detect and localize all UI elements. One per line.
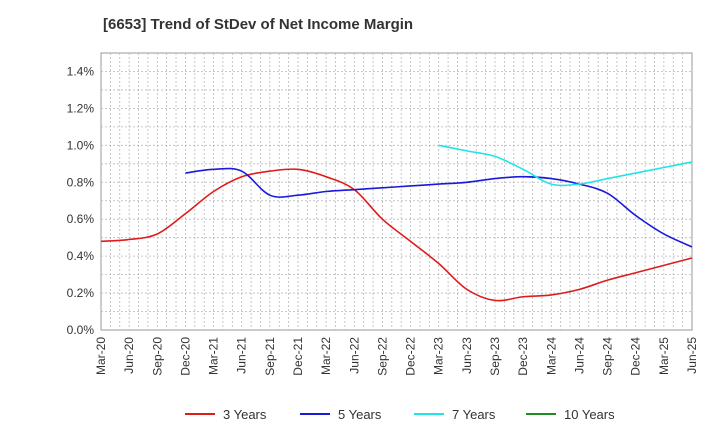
axis-layer: 0.0% 0.2% 0.4% 0.6% 0.8% 1.0% 1.2% 1.4% Mar-20 Ju…	[67, 64, 699, 375]
x-tick-label: Dec-21	[291, 337, 305, 376]
y-tick-label: 0.0%	[67, 323, 95, 337]
x-tick-label: Dec-24	[629, 337, 643, 376]
y-tick-label: 1.0%	[67, 138, 95, 152]
y-tick-label: 0.8%	[67, 175, 95, 189]
x-tick-label: Mar-21	[207, 337, 221, 375]
y-tick-label: 0.6%	[67, 212, 95, 226]
series-layer	[100, 144, 693, 302]
x-tick-label: Jun-25	[685, 337, 699, 374]
legend-label-3-years: 3 Years	[223, 407, 267, 422]
y-tick-label: 0.2%	[67, 286, 95, 300]
x-tick-label: Mar-22	[319, 337, 333, 375]
x-tick-label: Sep-24	[601, 337, 615, 376]
x-tick-label: Jun-22	[347, 337, 361, 374]
legend: 3 Years 5 Years 7 Years 10 Years	[185, 407, 615, 422]
x-tick-label: Dec-20	[178, 337, 192, 376]
series-line-5-years	[185, 167, 693, 248]
legend-label-10-years: 10 Years	[564, 407, 615, 422]
y-tick-label: 1.4%	[67, 64, 95, 78]
y-tick-label: 1.2%	[67, 101, 95, 115]
series-line-3-years	[100, 168, 693, 302]
x-tick-label: Jun-21	[235, 337, 249, 374]
x-tick-label: Jun-20	[122, 337, 136, 374]
series-line-7-years	[438, 144, 693, 187]
x-tick-label: Sep-22	[375, 337, 389, 376]
x-tick-label: Jun-23	[460, 337, 474, 374]
plot-frame	[100, 52, 693, 331]
chart-title: [6653] Trend of StDev of Net Income Marg…	[103, 16, 414, 33]
x-tick-label: Mar-23	[432, 337, 446, 375]
x-tick-label: Sep-21	[263, 337, 277, 376]
x-tick-label: Sep-23	[488, 337, 502, 376]
legend-label-5-years: 5 Years	[338, 407, 382, 422]
x-tick-label: Mar-25	[657, 337, 671, 375]
grid-layer	[100, 52, 693, 331]
y-tick-label: 0.4%	[67, 249, 95, 263]
x-tick-label: Dec-23	[516, 337, 530, 376]
x-tick-label: Sep-20	[150, 337, 164, 376]
x-tick-label: Mar-24	[544, 337, 558, 375]
legend-label-7-years: 7 Years	[452, 407, 496, 422]
x-tick-label: Jun-24	[572, 337, 586, 374]
x-tick-label: Mar-20	[94, 337, 108, 375]
x-tick-label: Dec-22	[404, 337, 418, 376]
